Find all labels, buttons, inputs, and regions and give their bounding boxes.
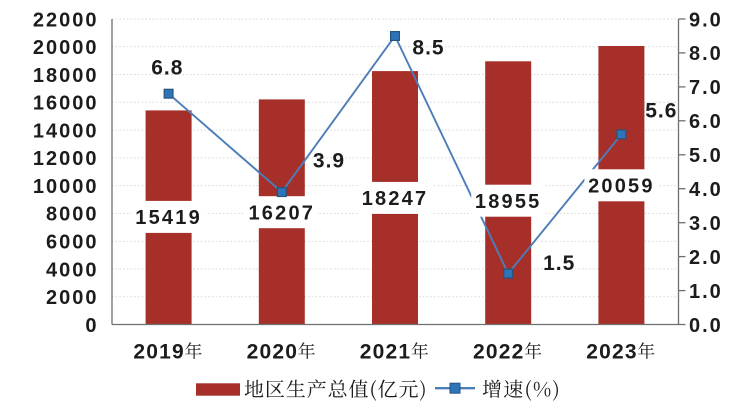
svg-text:5.0: 5.0 — [689, 145, 723, 167]
svg-text:9.0: 9.0 — [689, 9, 723, 31]
svg-text:15419: 15419 — [135, 207, 202, 229]
svg-text:16000: 16000 — [33, 93, 99, 115]
svg-text:7.0: 7.0 — [689, 77, 723, 99]
svg-text:20059: 20059 — [588, 176, 655, 198]
svg-text:8.5: 8.5 — [412, 36, 444, 59]
svg-text:18000: 18000 — [33, 65, 99, 87]
svg-text:22000: 22000 — [33, 9, 99, 31]
svg-text:5.6: 5.6 — [645, 99, 677, 122]
svg-text:2.0: 2.0 — [689, 247, 723, 269]
svg-text:3.0: 3.0 — [689, 213, 723, 235]
svg-text:2023: 2023 — [586, 341, 638, 364]
svg-text:2020: 2020 — [247, 341, 299, 364]
svg-text:12000: 12000 — [33, 148, 99, 170]
svg-text:1.0: 1.0 — [689, 281, 723, 303]
svg-text:8.0: 8.0 — [689, 43, 723, 65]
svg-text:4.0: 4.0 — [689, 179, 723, 201]
svg-text:16207: 16207 — [248, 203, 315, 225]
svg-text:6.8: 6.8 — [151, 56, 183, 79]
svg-text:1.5: 1.5 — [543, 252, 575, 275]
svg-text:18247: 18247 — [362, 188, 429, 210]
svg-text:2000: 2000 — [46, 287, 99, 309]
svg-text:10000: 10000 — [33, 176, 99, 198]
svg-text:2022: 2022 — [473, 341, 525, 364]
svg-text:2021: 2021 — [360, 341, 412, 364]
svg-text:3.9: 3.9 — [313, 149, 345, 172]
svg-text:14000: 14000 — [33, 120, 99, 142]
svg-text:0.0: 0.0 — [689, 315, 723, 337]
svg-text:0: 0 — [85, 315, 98, 337]
svg-text:20000: 20000 — [33, 37, 99, 59]
svg-text:18955: 18955 — [475, 191, 542, 213]
svg-text:6.0: 6.0 — [689, 111, 723, 133]
svg-text:4000: 4000 — [46, 259, 99, 281]
svg-text:6000: 6000 — [46, 232, 99, 254]
svg-text:8000: 8000 — [46, 204, 99, 226]
svg-text:2019: 2019 — [133, 341, 185, 364]
